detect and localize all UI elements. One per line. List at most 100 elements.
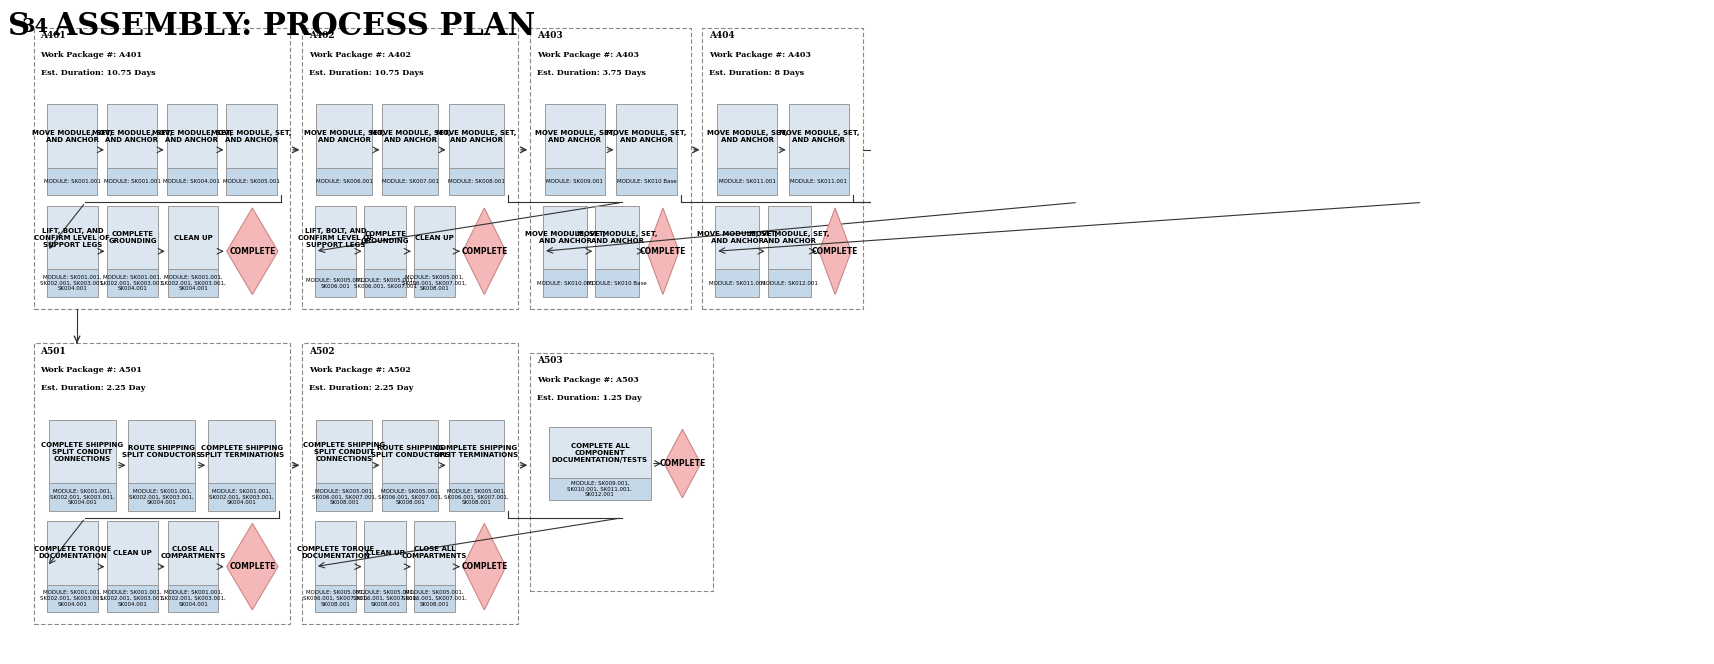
Text: MODULE: SK010 Base: MODULE: SK010 Base: [617, 179, 675, 184]
Text: COMPLETE SHIPPING
SPLIT CONDUIT
CONNECTIONS: COMPLETE SHIPPING SPLIT CONDUIT CONNECTI…: [41, 442, 123, 461]
FancyBboxPatch shape: [788, 104, 848, 168]
FancyBboxPatch shape: [382, 483, 437, 511]
Text: COMPLETE: COMPLETE: [658, 459, 704, 468]
Text: MODULE: SK007.001: MODULE: SK007.001: [382, 179, 439, 184]
Text: MOVE MODULE, SET,
AND ANCHOR: MOVE MODULE, SET, AND ANCHOR: [435, 129, 516, 143]
Text: MODULE: SK005.001,
SK006.001, SK007.001,
SK008.001: MODULE: SK005.001, SK006.001, SK007.001,…: [303, 590, 369, 607]
Text: COMPLETE TORQUE
DOCUMENTATION: COMPLETE TORQUE DOCUMENTATION: [297, 546, 374, 560]
Text: Est. Duration: 10.75 Days: Est. Duration: 10.75 Days: [309, 69, 423, 77]
FancyBboxPatch shape: [168, 206, 218, 270]
FancyBboxPatch shape: [543, 206, 586, 270]
Text: CLEAN UP: CLEAN UP: [173, 234, 213, 240]
Text: MOVE MODULE, SET,
AND ANCHOR: MOVE MODULE, SET, AND ANCHOR: [778, 129, 859, 143]
FancyBboxPatch shape: [595, 206, 639, 270]
FancyBboxPatch shape: [382, 104, 437, 168]
Polygon shape: [646, 208, 679, 295]
FancyBboxPatch shape: [129, 483, 195, 511]
FancyBboxPatch shape: [363, 206, 406, 270]
Text: MOVE MODULE, SET,
AND ANCHOR: MOVE MODULE, SET, AND ANCHOR: [211, 129, 291, 143]
FancyBboxPatch shape: [595, 270, 639, 297]
Text: COMPLETE SHIPPING
SPLIT TERMINATIONS: COMPLETE SHIPPING SPLIT TERMINATIONS: [434, 445, 518, 458]
Text: A404: A404: [710, 31, 735, 40]
Text: MOVE MODULE, SET,
AND ANCHOR: MOVE MODULE, SET, AND ANCHOR: [33, 129, 113, 143]
Text: MODULE: SK011.001: MODULE: SK011.001: [718, 179, 775, 184]
FancyBboxPatch shape: [413, 270, 454, 297]
FancyBboxPatch shape: [413, 521, 454, 585]
FancyBboxPatch shape: [545, 168, 605, 195]
Text: MOVE MODULE, SET,
AND ANCHOR: MOVE MODULE, SET, AND ANCHOR: [524, 231, 605, 244]
Text: 34: 34: [21, 18, 48, 36]
Polygon shape: [819, 208, 850, 295]
FancyBboxPatch shape: [106, 104, 158, 168]
FancyBboxPatch shape: [315, 585, 357, 612]
FancyBboxPatch shape: [315, 168, 372, 195]
Text: MODULE: SK005.001,
SK006.001, SK007.001,
SK008.001: MODULE: SK005.001, SK006.001, SK007.001,…: [403, 590, 466, 607]
FancyBboxPatch shape: [315, 270, 357, 297]
Text: COMPLETE: COMPLETE: [461, 247, 507, 256]
Text: A402: A402: [309, 31, 334, 40]
FancyBboxPatch shape: [168, 521, 218, 585]
Text: MODULE: SK004.001: MODULE: SK004.001: [163, 179, 219, 184]
Text: COMPLETE: COMPLETE: [230, 247, 276, 256]
Text: MODULE: SK010 Base: MODULE: SK010 Base: [586, 281, 646, 286]
Text: CLEAN UP: CLEAN UP: [365, 550, 405, 556]
Text: MOVE MODULE, SET,
AND ANCHOR: MOVE MODULE, SET, AND ANCHOR: [576, 231, 656, 244]
FancyBboxPatch shape: [46, 168, 98, 195]
Text: COMPLETE ALL
COMPONENT
DOCUMENTATION/TESTS: COMPLETE ALL COMPONENT DOCUMENTATION/TES…: [552, 443, 648, 463]
FancyBboxPatch shape: [108, 206, 158, 270]
FancyBboxPatch shape: [108, 585, 158, 612]
Text: MODULE: SK005.001,
SK006.001, SK007.001,
SK008.001: MODULE: SK005.001, SK006.001, SK007.001,…: [312, 489, 377, 505]
Text: MODULE: SK005.001,
SK006.001, SK007.001,
SK008.001: MODULE: SK005.001, SK006.001, SK007.001,…: [377, 489, 442, 505]
Text: MOVE MODULE, SET,
AND ANCHOR: MOVE MODULE, SET, AND ANCHOR: [151, 129, 231, 143]
FancyBboxPatch shape: [363, 270, 406, 297]
Text: CLOSE ALL
COMPARTMENTS: CLOSE ALL COMPARTMENTS: [401, 546, 466, 560]
FancyBboxPatch shape: [108, 270, 158, 297]
FancyBboxPatch shape: [788, 168, 848, 195]
Text: Work Package #: A402: Work Package #: A402: [309, 51, 411, 59]
Text: Work Package #: A401: Work Package #: A401: [41, 51, 142, 59]
Text: MOVE MODULE, SET,
AND ANCHOR: MOVE MODULE, SET, AND ANCHOR: [749, 231, 830, 244]
FancyBboxPatch shape: [363, 521, 406, 585]
Text: MODULE: SK009.001,
SK010.001, SK011.001,
SK012.001: MODULE: SK009.001, SK010.001, SK011.001,…: [567, 481, 632, 497]
FancyBboxPatch shape: [716, 168, 776, 195]
FancyBboxPatch shape: [715, 206, 759, 270]
FancyBboxPatch shape: [449, 104, 504, 168]
Text: A401: A401: [41, 31, 67, 40]
FancyBboxPatch shape: [449, 168, 504, 195]
FancyBboxPatch shape: [449, 483, 504, 511]
Text: MODULE: SK001.001,
SK002.001, SK003.001,
SK004.001: MODULE: SK001.001, SK002.001, SK003.001,…: [39, 275, 105, 291]
Text: LIFT, BOLT, AND
CONFIRM LEVEL OF
SUPPORT LEGS: LIFT, BOLT, AND CONFIRM LEVEL OF SUPPORT…: [298, 228, 374, 248]
Text: MODULE: SK005.001,
SK006.001: MODULE: SK005.001, SK006.001: [307, 278, 365, 289]
Text: MODULE: SK012.001: MODULE: SK012.001: [761, 281, 818, 286]
Polygon shape: [226, 208, 278, 295]
FancyBboxPatch shape: [168, 585, 218, 612]
Text: Work Package #: A502: Work Package #: A502: [309, 367, 411, 374]
FancyBboxPatch shape: [715, 270, 759, 297]
FancyBboxPatch shape: [315, 206, 357, 270]
FancyBboxPatch shape: [449, 420, 504, 483]
Text: MODULE: SK001.001,
SK002.001, SK003.001,
SK004.001: MODULE: SK001.001, SK002.001, SK003.001,…: [39, 590, 105, 607]
Text: MOVE MODULE, SET,
AND ANCHOR: MOVE MODULE, SET, AND ANCHOR: [706, 129, 787, 143]
Text: ROUTE SHIPPING
SPLIT CONDUCTORS: ROUTE SHIPPING SPLIT CONDUCTORS: [370, 445, 449, 458]
Text: A501: A501: [41, 347, 67, 355]
Text: MOVE MODULE, SET,
AND ANCHOR: MOVE MODULE, SET, AND ANCHOR: [370, 129, 451, 143]
Polygon shape: [663, 430, 701, 498]
Text: Est. Duration: 8 Days: Est. Duration: 8 Days: [710, 69, 804, 77]
FancyBboxPatch shape: [46, 104, 98, 168]
Text: CLEAN UP: CLEAN UP: [113, 550, 153, 556]
Text: MODULE: SK005.001,
SK006.001, SK007.001,
SK008.001: MODULE: SK005.001, SK006.001, SK007.001,…: [444, 489, 509, 505]
Polygon shape: [226, 523, 278, 610]
Text: MODULE: SK009.001: MODULE: SK009.001: [547, 179, 603, 184]
FancyBboxPatch shape: [382, 168, 437, 195]
Text: CLEAN UP: CLEAN UP: [415, 234, 454, 240]
Text: MODULE: SK001.001,
SK002.001, SK003.001,
SK004.001: MODULE: SK001.001, SK002.001, SK003.001,…: [161, 275, 225, 291]
Text: COMPLETE SHIPPING
SPLIT TERMINATIONS: COMPLETE SHIPPING SPLIT TERMINATIONS: [199, 445, 283, 458]
Text: MODULE: SK001.001,
SK002.001, SK003.001,
SK004.001: MODULE: SK001.001, SK002.001, SK003.001,…: [130, 489, 194, 505]
FancyBboxPatch shape: [207, 420, 274, 483]
Text: Est. Duration: 10.75 Days: Est. Duration: 10.75 Days: [41, 69, 154, 77]
Text: MOVE MODULE, SET,
AND ANCHOR: MOVE MODULE, SET, AND ANCHOR: [696, 231, 776, 244]
Polygon shape: [463, 523, 506, 610]
FancyBboxPatch shape: [545, 104, 605, 168]
Text: COMPLETE SHIPPING
SPLIT CONDUIT
CONNECTIONS: COMPLETE SHIPPING SPLIT CONDUIT CONNECTI…: [303, 442, 386, 461]
Text: MODULE: SK006.001: MODULE: SK006.001: [315, 179, 372, 184]
